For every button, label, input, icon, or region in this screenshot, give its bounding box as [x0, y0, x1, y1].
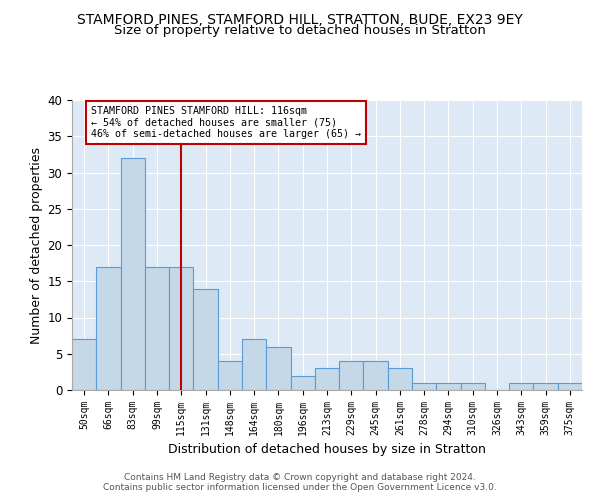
- Bar: [388, 368, 412, 390]
- Bar: [461, 383, 485, 390]
- Bar: [72, 339, 96, 390]
- Bar: [169, 267, 193, 390]
- Bar: [290, 376, 315, 390]
- Bar: [145, 267, 169, 390]
- Y-axis label: Number of detached properties: Number of detached properties: [30, 146, 43, 344]
- Bar: [121, 158, 145, 390]
- Text: STAMFORD PINES STAMFORD HILL: 116sqm
← 54% of detached houses are smaller (75)
4: STAMFORD PINES STAMFORD HILL: 116sqm ← 5…: [91, 106, 361, 139]
- Bar: [509, 383, 533, 390]
- Bar: [193, 288, 218, 390]
- Text: STAMFORD PINES, STAMFORD HILL, STRATTON, BUDE, EX23 9EY: STAMFORD PINES, STAMFORD HILL, STRATTON,…: [77, 12, 523, 26]
- Bar: [339, 361, 364, 390]
- Bar: [364, 361, 388, 390]
- Bar: [96, 267, 121, 390]
- Bar: [266, 346, 290, 390]
- Bar: [315, 368, 339, 390]
- Text: Size of property relative to detached houses in Stratton: Size of property relative to detached ho…: [114, 24, 486, 37]
- X-axis label: Distribution of detached houses by size in Stratton: Distribution of detached houses by size …: [168, 444, 486, 456]
- Bar: [412, 383, 436, 390]
- Bar: [533, 383, 558, 390]
- Bar: [218, 361, 242, 390]
- Text: Contains HM Land Registry data © Crown copyright and database right 2024.: Contains HM Land Registry data © Crown c…: [124, 472, 476, 482]
- Bar: [242, 339, 266, 390]
- Bar: [436, 383, 461, 390]
- Text: Contains public sector information licensed under the Open Government Licence v3: Contains public sector information licen…: [103, 484, 497, 492]
- Bar: [558, 383, 582, 390]
